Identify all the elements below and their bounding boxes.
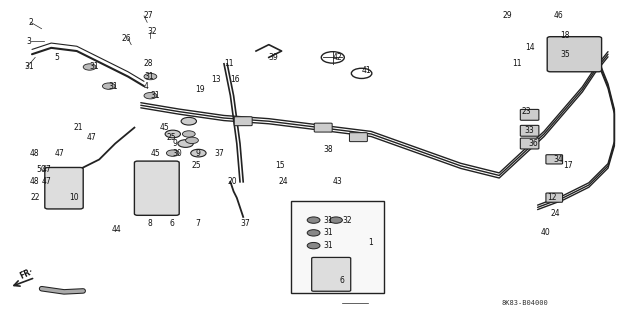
Text: 33: 33 [525,126,534,135]
Circle shape [166,150,179,156]
Text: 2: 2 [29,18,33,27]
Text: 14: 14 [525,43,534,52]
Text: 47: 47 [42,165,51,174]
FancyBboxPatch shape [234,117,252,126]
Circle shape [83,64,96,70]
Circle shape [330,217,342,223]
Text: 31: 31 [323,216,333,225]
FancyBboxPatch shape [520,109,539,120]
Text: 48: 48 [30,177,40,186]
Text: 12: 12 [547,193,557,202]
Circle shape [307,242,320,249]
Text: 45: 45 [150,149,160,158]
FancyBboxPatch shape [314,123,332,132]
Text: 38: 38 [323,145,333,154]
Circle shape [102,83,115,89]
Text: 3: 3 [27,37,32,46]
Circle shape [182,131,195,137]
FancyBboxPatch shape [520,125,539,136]
Text: FR·: FR· [18,267,35,281]
Text: 5: 5 [54,53,60,62]
Bar [291,201,384,293]
Text: 44: 44 [112,225,122,234]
Text: 47: 47 [54,149,64,158]
Text: 41: 41 [362,66,371,75]
Text: 10: 10 [69,193,79,202]
Text: 19: 19 [195,85,205,94]
Circle shape [144,73,157,80]
Text: 15: 15 [275,161,285,170]
Text: 11: 11 [512,59,522,68]
Text: 31: 31 [150,91,160,100]
Text: 25: 25 [166,133,176,142]
Text: 34: 34 [554,155,563,164]
Text: 16: 16 [230,75,240,84]
Text: 43: 43 [333,177,342,186]
Text: 46: 46 [554,11,563,20]
Text: 48: 48 [30,149,40,158]
Circle shape [191,149,206,157]
FancyBboxPatch shape [547,37,602,72]
Text: 30: 30 [173,149,182,158]
Text: 22: 22 [30,193,40,202]
Text: 6: 6 [170,219,175,228]
Text: 31: 31 [109,82,118,91]
Text: 26: 26 [122,34,131,43]
Text: 18: 18 [560,31,570,40]
Text: 24: 24 [278,177,288,186]
Text: 37: 37 [240,219,250,228]
FancyBboxPatch shape [134,161,179,215]
Circle shape [186,137,198,144]
Text: 31: 31 [323,228,333,237]
Text: 31: 31 [90,63,99,71]
Text: 20: 20 [227,177,237,186]
Text: 17: 17 [563,161,573,170]
Circle shape [165,130,180,138]
FancyBboxPatch shape [312,257,351,291]
Text: 35: 35 [560,50,570,59]
Text: 36: 36 [528,139,538,148]
Text: 1: 1 [368,238,372,247]
Text: 27: 27 [144,11,154,20]
Text: 39: 39 [269,53,278,62]
Text: 13: 13 [211,75,221,84]
Text: 24: 24 [550,209,560,218]
Text: 42: 42 [333,53,342,62]
Circle shape [307,230,320,236]
FancyBboxPatch shape [45,167,83,209]
Circle shape [178,140,193,147]
Text: 29: 29 [502,11,512,20]
Text: 4: 4 [144,82,149,91]
FancyBboxPatch shape [546,155,563,164]
Text: 7: 7 [195,219,200,228]
Text: 47: 47 [86,133,96,142]
Circle shape [307,217,320,223]
Circle shape [144,93,157,99]
Text: 37: 37 [214,149,224,158]
FancyBboxPatch shape [546,193,563,202]
Text: 11: 11 [224,59,234,68]
Text: 40: 40 [541,228,550,237]
Text: 23: 23 [522,107,531,116]
FancyBboxPatch shape [520,138,539,149]
Text: 28: 28 [144,59,154,68]
Text: 9: 9 [195,149,200,158]
Text: 8: 8 [147,219,152,228]
Text: 31: 31 [144,72,154,81]
Text: 32: 32 [147,27,157,36]
Text: 6: 6 [339,276,344,285]
Text: 47: 47 [42,177,51,186]
Text: 8K83-B04000: 8K83-B04000 [501,300,548,306]
FancyBboxPatch shape [349,133,367,142]
Text: 45: 45 [160,123,170,132]
Circle shape [181,117,196,125]
Text: 32: 32 [342,216,352,225]
Text: 31: 31 [24,63,34,71]
Text: 25: 25 [192,161,202,170]
Text: 50: 50 [36,165,46,174]
Text: 21: 21 [74,123,83,132]
Text: 9: 9 [173,139,178,148]
Text: 31: 31 [323,241,333,250]
